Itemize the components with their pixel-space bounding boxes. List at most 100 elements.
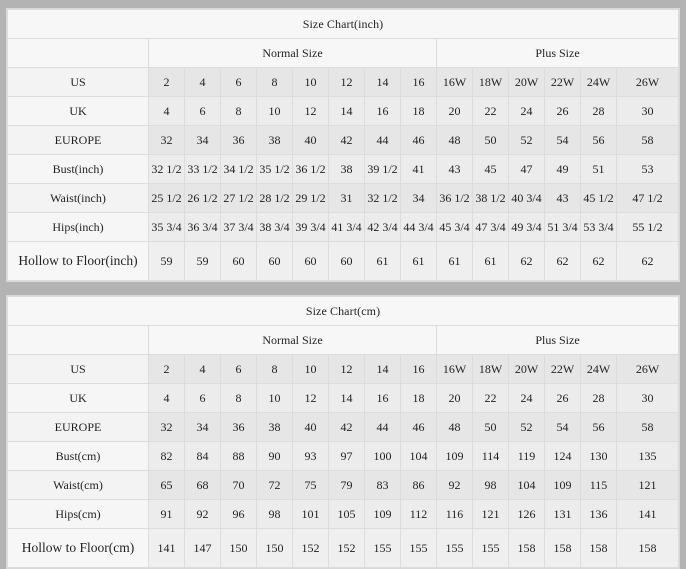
table-cell: 59 xyxy=(184,241,221,281)
table-cell: 126 xyxy=(508,499,545,529)
table-cell: 16W xyxy=(436,67,473,97)
table-cell: 49 3/4 xyxy=(508,212,545,242)
table-cell: 84 xyxy=(184,441,221,471)
table-cell: 37 3/4 xyxy=(220,212,257,242)
table-cell: 48 xyxy=(436,412,473,442)
table-cell: 31 xyxy=(328,183,365,213)
table-cell: 14 xyxy=(328,96,365,126)
table-cell: 56 xyxy=(580,125,617,155)
table-cell: 40 3/4 xyxy=(508,183,545,213)
table-cell: 44 3/4 xyxy=(400,212,437,242)
table-cell: 150 xyxy=(220,528,257,568)
table-cell: 26 xyxy=(544,383,581,413)
table-row: Hips(inch) 35 3/4 36 3/4 37 3/4 38 3/4 39 3/4… xyxy=(7,212,679,242)
table-cell: 72 xyxy=(256,470,293,500)
table-cell: 62 xyxy=(544,241,581,281)
table-cell: 29 1/2 xyxy=(292,183,329,213)
row-label-bustinch: Bust(inch) xyxy=(7,154,149,184)
table-cell: 48 xyxy=(436,125,473,155)
chart-title-inch: Size Chart(inch) xyxy=(7,9,679,39)
table-cell: 34 xyxy=(400,183,437,213)
table-cell: 6 xyxy=(220,354,257,384)
table-cell: 61 xyxy=(436,241,473,281)
table-cell: 26 xyxy=(544,96,581,126)
table-cell: 121 xyxy=(472,499,509,529)
table-cell: 96 xyxy=(220,499,257,529)
table-cell: 6 xyxy=(220,67,257,97)
table-cell: 38 xyxy=(256,125,293,155)
row-label-hipscm: Hips(cm) xyxy=(7,499,149,529)
table-cell: 131 xyxy=(544,499,581,529)
table-row: Hollow to Floor(inch) 59 59 60 60 60 60 61 61 61 6… xyxy=(7,241,679,281)
table-cell: 51 3/4 xyxy=(544,212,581,242)
table-cell: 24W xyxy=(580,354,617,384)
table-row: US 2 4 6 8 10 12 14 16 16W 18W 20W 22W 24W 26W xyxy=(7,67,679,97)
table-cell: 152 xyxy=(292,528,329,568)
table-cell: 45 1/2 xyxy=(580,183,617,213)
table-cell: 39 3/4 xyxy=(292,212,329,242)
table-cell: 32 xyxy=(148,125,185,155)
group-header-row: Normal Size Plus Size xyxy=(7,325,679,355)
table-cell: 16 xyxy=(400,354,437,384)
table-cell: 119 xyxy=(508,441,545,471)
table-cell: 32 1/2 xyxy=(364,183,401,213)
table-row: Hollow to Floor(cm) 141 147 150 150 152 152 155… xyxy=(7,528,679,568)
table-cell: 34 1/2 xyxy=(220,154,257,184)
chart-title-cm: Size Chart(cm) xyxy=(7,296,679,326)
table-cell: 39 1/2 xyxy=(364,154,401,184)
table-cell: 155 xyxy=(472,528,509,568)
table-cell: 16 xyxy=(364,383,401,413)
row-label-hollow-to-floorinch: Hollow to Floor(inch) xyxy=(7,241,149,281)
table-cell: 54 xyxy=(544,412,581,442)
group-header-plus-size: Plus Size xyxy=(436,325,679,355)
table-cell: 45 3/4 xyxy=(436,212,473,242)
row-label-hollow-to-floorcm: Hollow to Floor(cm) xyxy=(7,528,149,568)
table-cell: 46 xyxy=(400,412,437,442)
table-cell: 8 xyxy=(220,383,257,413)
table-cell: 4 xyxy=(184,67,221,97)
table-cell: 115 xyxy=(580,470,617,500)
table-cell: 38 1/2 xyxy=(472,183,509,213)
table-cell: 88 xyxy=(220,441,257,471)
table-cell: 60 xyxy=(292,241,329,281)
row-label-uk: UK xyxy=(7,383,149,413)
table-cell: 42 xyxy=(328,125,365,155)
table-cell: 26W xyxy=(616,67,679,97)
table-row: EUROPE 32 34 36 38 40 42 44 46 48 50 52 54 56 58 xyxy=(7,412,679,442)
table-cell: 20W xyxy=(508,354,545,384)
table-cell: 25 1/2 xyxy=(148,183,185,213)
table-cell: 130 xyxy=(580,441,617,471)
table-cell: 43 xyxy=(436,154,473,184)
table-row: Hips(cm) 91 92 96 98 101 105 109 112 116 121 126 131… xyxy=(7,499,679,529)
table-cell: 70 xyxy=(220,470,257,500)
table-cell: 59 xyxy=(148,241,185,281)
table-cell: 44 xyxy=(364,412,401,442)
table-cell: 33 1/2 xyxy=(184,154,221,184)
table-cell: 68 xyxy=(184,470,221,500)
row-label-us: US xyxy=(7,67,149,97)
table-cell: 136 xyxy=(580,499,617,529)
table-cell: 38 3/4 xyxy=(256,212,293,242)
table-cell: 109 xyxy=(364,499,401,529)
table-cell: 62 xyxy=(616,241,679,281)
table-cell: 52 xyxy=(508,125,545,155)
table-cell: 42 xyxy=(328,412,365,442)
group-header-normal-size: Normal Size xyxy=(148,38,437,68)
table-cell: 65 xyxy=(148,470,185,500)
table-cell: 50 xyxy=(472,412,509,442)
table-cell: 79 xyxy=(328,470,365,500)
table-row: Bust(inch) 32 1/2 33 1/2 34 1/2 35 1/2 36 1/2… xyxy=(7,154,679,184)
table-cell: 82 xyxy=(148,441,185,471)
table-cell: 58 xyxy=(616,125,679,155)
size-chart-inch-body: Size Chart(inch) Normal Size Plus Size US 2… xyxy=(7,9,679,281)
table-cell: 155 xyxy=(364,528,401,568)
table-cell: 104 xyxy=(400,441,437,471)
table-cell: 152 xyxy=(328,528,365,568)
table-cell: 50 xyxy=(472,125,509,155)
size-chart-cm-table: Size Chart(cm) Normal Size Plus Size US 2 4 6… xyxy=(7,296,679,568)
table-cell: 34 xyxy=(184,125,221,155)
table-cell: 4 xyxy=(148,96,185,126)
table-cell: 16 xyxy=(364,96,401,126)
table-cell: 104 xyxy=(508,470,545,500)
table-cell: 8 xyxy=(220,96,257,126)
